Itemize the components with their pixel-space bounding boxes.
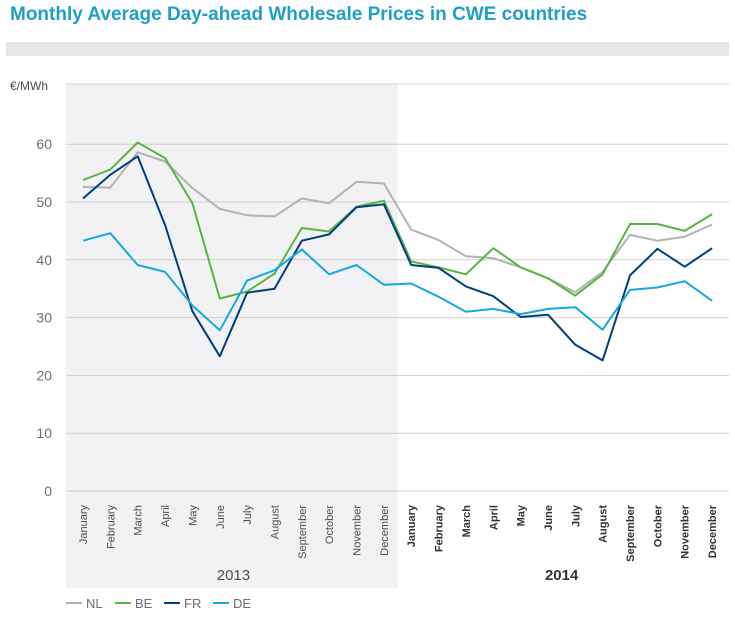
y-tick-label: 50 xyxy=(36,194,52,210)
x-tick-label: November xyxy=(680,504,692,559)
x-tick-label: March xyxy=(461,505,473,538)
x-tick-label: December xyxy=(707,504,719,558)
y-tick-label: 0 xyxy=(44,483,52,499)
header-band xyxy=(6,42,729,56)
series-line-fr xyxy=(82,155,713,362)
y-tick-label: 30 xyxy=(36,310,52,326)
legend-label-be: BE xyxy=(135,596,153,611)
legend-label-fr: FR xyxy=(184,596,201,611)
x-axis-labels: January February March April May June July Augu… xyxy=(78,504,719,562)
x-tick-label: April xyxy=(160,505,172,527)
x-tick-label: May xyxy=(516,504,528,526)
x-tick-label: September xyxy=(297,505,309,559)
y-axis-ticks: 0 10 20 30 40 50 60 xyxy=(36,136,52,499)
chart-title: Monthly Average Day-ahead Wholesale Pric… xyxy=(10,4,588,25)
legend-label-de: DE xyxy=(233,596,251,611)
x-tick-label: January xyxy=(406,504,418,547)
legend-label-nl: NL xyxy=(86,596,103,611)
x-tick-label: October xyxy=(324,505,336,544)
y-tick-label: 20 xyxy=(36,367,52,383)
x-tick-label: February xyxy=(105,505,117,550)
x-tick-label: March xyxy=(133,505,145,536)
x-tick-label: January xyxy=(78,505,90,545)
x-tick-label: July xyxy=(242,505,254,525)
y-tick-label: 40 xyxy=(36,252,52,268)
x-tick-label: May xyxy=(187,505,199,526)
y-tick-label: 10 xyxy=(36,425,52,441)
x-tick-label: April xyxy=(488,505,500,530)
series-lines xyxy=(82,141,713,362)
gridlines xyxy=(66,83,729,492)
x-tick-label: August xyxy=(598,505,610,543)
year-label: 2013 xyxy=(217,567,250,584)
legend: NL BE FR DE xyxy=(66,596,251,611)
x-tick-label: July xyxy=(570,504,582,527)
x-tick-label: February xyxy=(434,504,446,552)
x-tick-label: October xyxy=(652,504,664,547)
series-line-de xyxy=(82,232,713,332)
series-line-be xyxy=(82,141,713,300)
year-labels: 2013 2014 xyxy=(217,567,579,584)
year-label: 2014 xyxy=(545,567,579,584)
x-tick-label: September xyxy=(625,504,637,562)
x-tick-label: December xyxy=(379,505,391,556)
y-tick-label: 60 xyxy=(36,136,52,152)
x-tick-label: November xyxy=(352,505,364,556)
x-tick-label: June xyxy=(543,505,555,531)
x-tick-label: August xyxy=(269,505,281,539)
y-axis-label: €/MWh xyxy=(10,79,48,93)
x-tick-label: June xyxy=(215,505,227,529)
